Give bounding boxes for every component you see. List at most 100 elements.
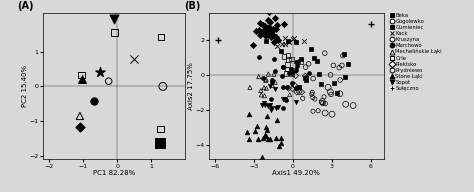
Point [279,65,287,68]
Point [367,22,375,26]
Point [267,109,275,112]
Point [258,155,266,158]
Point [252,129,259,132]
Point [262,78,270,81]
Point [324,86,332,89]
Point [330,81,337,84]
Point [321,112,329,115]
Point [265,26,273,29]
Point [293,64,301,67]
Point [260,102,268,105]
Point [309,110,317,113]
Point [273,28,280,31]
Point [336,66,343,69]
Point [310,56,318,59]
Point [264,73,272,76]
Point [272,35,280,38]
Point [268,79,275,82]
Point [288,57,296,60]
Point [283,68,291,71]
Point [157,36,165,39]
Point [262,126,270,129]
Point [300,39,308,42]
Point [285,87,292,90]
Point [301,77,309,80]
Point [271,35,279,38]
Point [327,73,334,76]
Point [91,99,98,103]
Point [284,40,292,43]
Point [338,64,346,67]
Point [286,41,293,44]
Point [266,103,274,106]
Point [262,33,269,36]
Point [263,114,271,118]
Legend: Beka, Gogolewko, Gumieniec, Kack, Kruszyna, Marchowo, Mechelińskie Łąki, Orle, P: Beka, Gogolewko, Gumieniec, Kack, Kruszy… [387,11,444,93]
Point [259,137,266,140]
Point [294,60,302,63]
Point [264,104,272,108]
Point [252,30,260,33]
Point [315,72,323,75]
Point [279,42,286,46]
Point [292,74,300,77]
Point [290,36,298,39]
Point [270,58,278,61]
Point [302,66,310,69]
Point [246,86,254,89]
Point [157,127,164,130]
Point [296,60,304,63]
Point [277,50,285,53]
Point [159,85,167,88]
Point [266,138,274,141]
Point [328,113,336,116]
Point [261,133,269,136]
Point [279,106,286,109]
Point [282,42,289,46]
Point [267,98,275,101]
Point [263,34,270,37]
Point [302,75,310,79]
Point [214,38,221,41]
Point [273,24,280,27]
Point [279,97,287,100]
Point [246,112,253,115]
Point [289,71,296,74]
Point [342,103,349,106]
Point [110,31,118,34]
Point [318,82,325,85]
Point [299,97,307,100]
Point [321,52,328,55]
Text: (A): (A) [17,1,34,11]
Point [305,62,312,65]
Point [293,91,301,94]
Point [256,21,264,24]
X-axis label: PC1 82.28%: PC1 82.28% [92,170,135,176]
Point [291,84,298,87]
Point [295,85,303,89]
Point [257,89,264,92]
Point [272,137,279,140]
Point [110,17,118,20]
Point [245,138,253,141]
Point [283,72,290,75]
Point [264,33,272,36]
Point [327,90,334,94]
Point [261,94,268,97]
Point [309,91,316,94]
Point [303,78,310,81]
Y-axis label: PC2 15.40%: PC2 15.40% [22,65,28,108]
Point [260,86,268,89]
Point [280,65,287,68]
Point [341,75,349,78]
Point [285,71,293,74]
Point [255,56,263,59]
Point [279,85,286,88]
Point [329,64,337,67]
Point [308,48,315,51]
Point [249,43,257,46]
Point [308,93,316,96]
Point [262,104,269,107]
Point [340,53,348,56]
Point [292,68,300,71]
